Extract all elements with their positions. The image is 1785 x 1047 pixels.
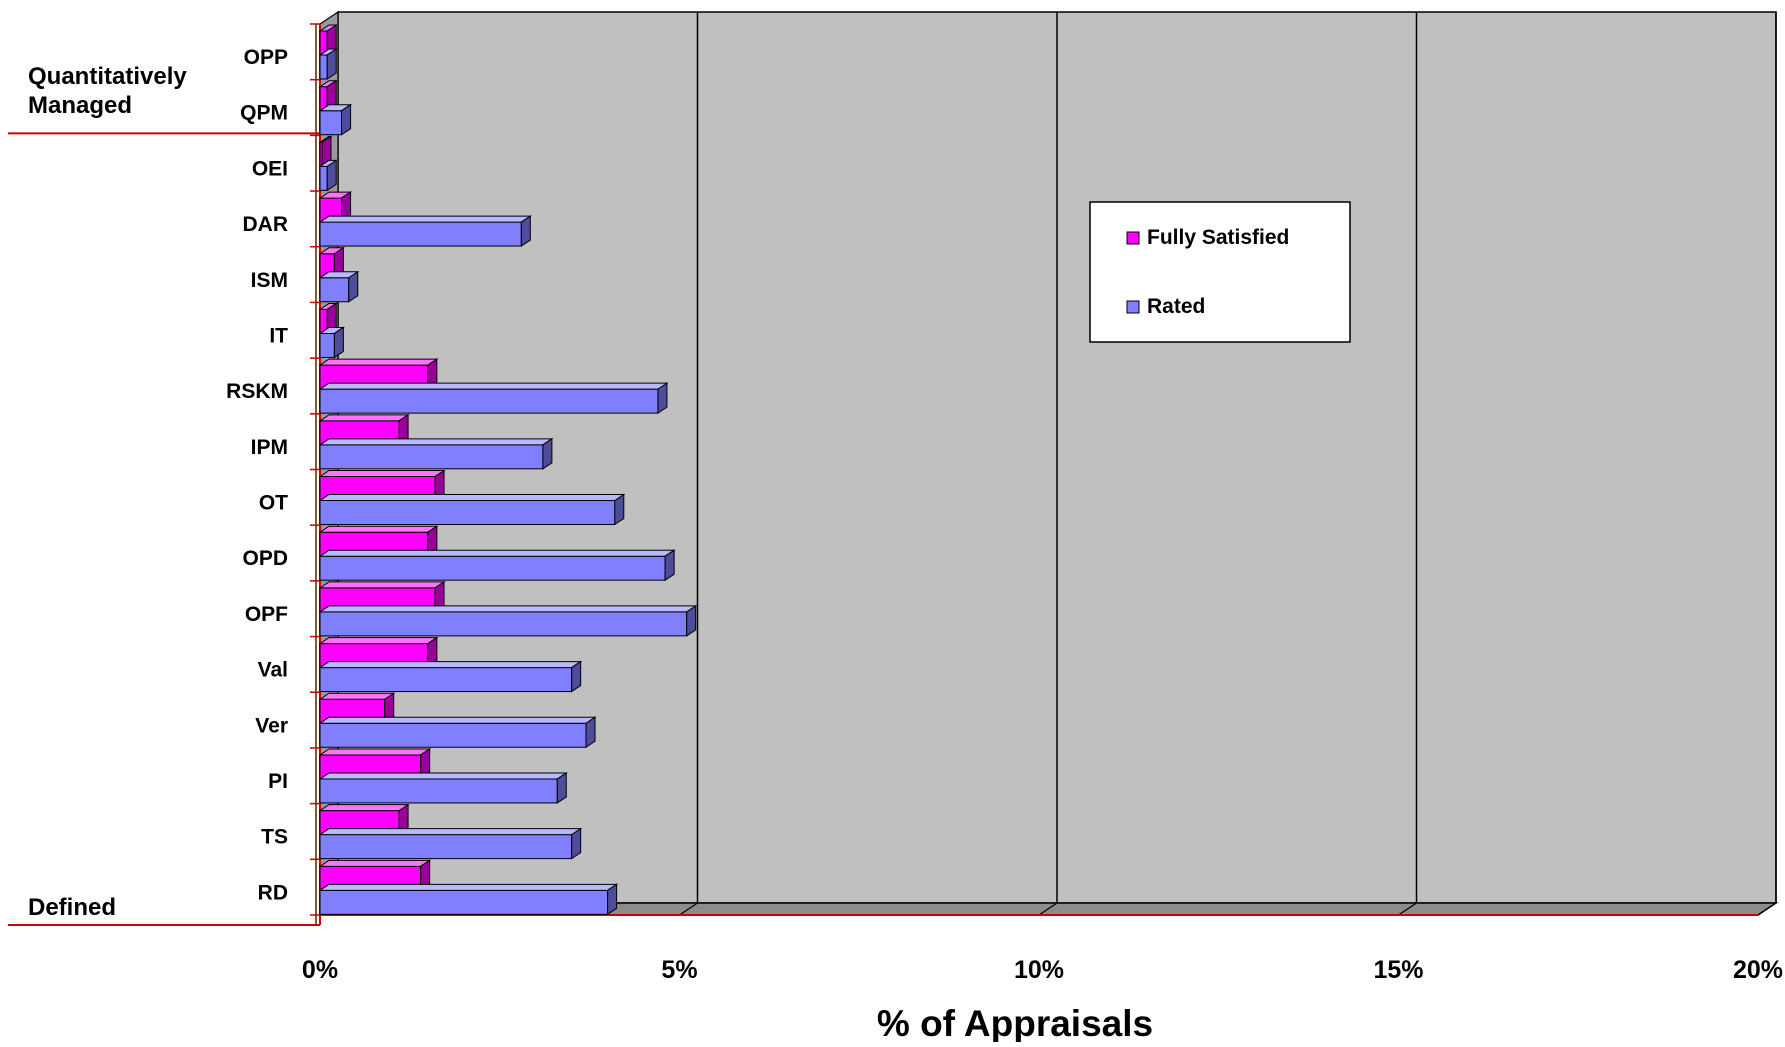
bar-rated <box>319 722 587 748</box>
bar-rated-top <box>318 772 568 780</box>
category-label: OT <box>259 492 288 515</box>
bar-rated-top <box>318 382 669 390</box>
category-label: OEI <box>252 157 288 180</box>
bar-rated-side <box>657 382 668 415</box>
bar-rated-top <box>318 494 626 501</box>
bar-rated-side <box>571 660 582 693</box>
bar-fully-satisfied-top <box>318 414 410 422</box>
bar-rated <box>319 444 544 470</box>
x-tick-label: 0% <box>302 956 338 984</box>
bar-fully-satisfied-top <box>318 581 446 589</box>
bar-rated-side <box>520 215 531 247</box>
bar-rated-side <box>614 493 625 526</box>
bar-rated-top <box>318 828 583 836</box>
bar-rated-side <box>607 883 618 916</box>
bar-rated-side <box>542 437 553 470</box>
bar-rated-top <box>318 661 583 669</box>
category-label: OPP <box>244 46 288 69</box>
bar-rated <box>319 611 688 637</box>
legend-label: Rated <box>1147 295 1205 318</box>
bar-rated-side <box>348 270 359 303</box>
bar-rated <box>319 500 616 525</box>
x-tick-label: 5% <box>661 956 697 984</box>
legend-swatch <box>1126 231 1140 245</box>
category-label: TS <box>261 826 288 849</box>
bar-rated-side <box>664 549 675 582</box>
category-label: ISM <box>251 269 288 292</box>
bar-rated <box>319 110 343 136</box>
bar-rated-side <box>556 772 567 804</box>
floor-gridline <box>1398 902 1417 916</box>
bar-fully-satisfied-top <box>318 637 439 645</box>
bar-fully-satisfied-top <box>318 470 446 477</box>
legend-swatch <box>1126 300 1140 314</box>
floor-gridline <box>1038 902 1058 916</box>
bar-rated <box>319 778 558 804</box>
group-label: Managed <box>28 92 132 119</box>
bar-rated-side <box>686 604 697 637</box>
bar-rated-side <box>326 159 337 192</box>
bar-rated-side <box>326 48 337 80</box>
bar-rated <box>319 667 573 693</box>
category-label: Ver <box>255 714 288 737</box>
category-label: DAR <box>243 213 289 236</box>
bar-rated <box>319 277 350 303</box>
bar-rated-top <box>318 438 554 446</box>
category-label: Val <box>258 659 288 682</box>
bar-fully-satisfied-top <box>318 748 432 756</box>
bar-rated <box>319 165 328 191</box>
bar-rated <box>319 889 609 915</box>
x-tick-label: 10% <box>1014 956 1064 984</box>
bar-rated-side <box>585 716 596 749</box>
category-label: RSKM <box>226 380 288 403</box>
legend-label: Fully Satisfied <box>1147 226 1289 249</box>
bar-rated <box>319 221 522 247</box>
category-label: IT <box>269 324 288 347</box>
category-label: IPM <box>251 436 288 459</box>
legend-box <box>1089 201 1351 343</box>
bar-rated <box>319 834 573 860</box>
category-label: OPD <box>242 547 288 570</box>
floor-gridline <box>679 902 698 916</box>
bar-fully-satisfied-top <box>318 358 439 366</box>
group-label: Quantitatively <box>28 63 187 90</box>
bar-fully-satisfied-top <box>318 692 396 700</box>
bar-rated-side <box>571 827 582 860</box>
group-label: Defined <box>28 894 116 921</box>
x-axis-label: % of Appraisals <box>877 1003 1153 1042</box>
category-label: OPF <box>245 603 288 626</box>
category-label: RD <box>258 881 288 904</box>
bar-rated <box>319 332 335 358</box>
bar-rated-top <box>318 716 597 724</box>
bar-rated <box>319 388 659 414</box>
bar-rated-top <box>318 883 619 891</box>
bar-rated-side <box>333 326 344 359</box>
category-label: PI <box>268 770 288 793</box>
x-tick-label: 20% <box>1733 956 1783 984</box>
bar-rated <box>319 54 328 80</box>
floor-gridline <box>1757 902 1777 916</box>
bar-fully-satisfied-top <box>318 859 432 867</box>
bar-fully-satisfied-top <box>318 804 410 812</box>
bar-rated-top <box>318 215 532 223</box>
x-tick-label: 15% <box>1373 956 1423 984</box>
bar-rated-top <box>318 549 676 557</box>
category-label: QPM <box>240 102 288 125</box>
bar-fully-satisfied-top <box>318 525 439 533</box>
bar-rated-side <box>341 103 352 136</box>
bar-rated <box>319 555 666 581</box>
bar-rated-top <box>318 605 698 613</box>
